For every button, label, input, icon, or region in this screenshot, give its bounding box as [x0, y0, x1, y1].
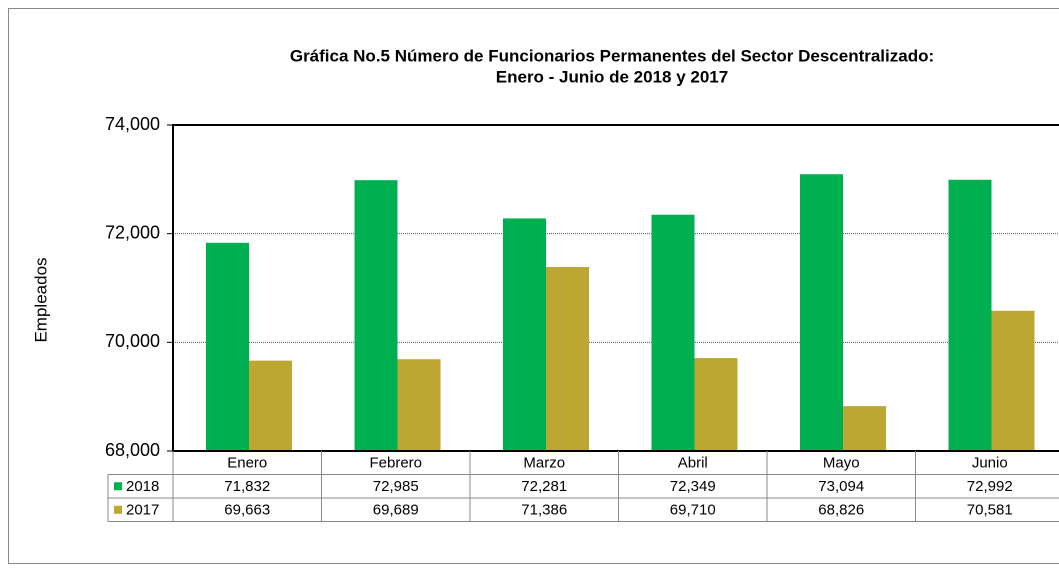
bar — [991, 310, 1035, 451]
x-tick-label: Febrero — [369, 455, 422, 472]
table-value: 69,663 — [224, 502, 270, 519]
y-tick-label: 74,000 — [105, 114, 160, 134]
legend-marker — [114, 505, 122, 514]
bar — [800, 174, 843, 451]
table-value: 72,281 — [521, 478, 567, 495]
x-tick-label: Mayo — [823, 455, 860, 472]
bar — [397, 359, 441, 451]
y-axis-label: Empleados — [31, 257, 50, 342]
y-tick-label: 68,000 — [105, 440, 160, 460]
x-tick-label: Marzo — [523, 455, 565, 472]
legend-label: 2018 — [126, 478, 159, 495]
bar — [206, 242, 249, 451]
table-value: 72,349 — [670, 478, 716, 495]
bar — [651, 214, 695, 451]
table-value: 69,689 — [373, 502, 419, 519]
x-tick-label: Enero — [227, 455, 267, 472]
table-value: 71,832 — [224, 478, 270, 495]
x-tick-label: Abril — [678, 455, 708, 472]
table-value: 68,826 — [818, 502, 864, 519]
bar — [354, 180, 398, 452]
table-value: 70,581 — [967, 502, 1013, 519]
table-value: 69,710 — [670, 502, 716, 519]
bar — [948, 179, 992, 451]
y-tick-label: 72,000 — [105, 222, 160, 242]
bar — [694, 358, 738, 451]
table-value: 72,992 — [967, 478, 1013, 495]
table-value: 71,386 — [521, 502, 567, 519]
table-value: 73,094 — [818, 478, 864, 495]
bar — [546, 267, 589, 451]
y-tick-label: 70,000 — [105, 331, 160, 351]
chart-title: Gráfica No.5 Número de Funcionarios Perm… — [290, 46, 934, 65]
legend-marker — [114, 482, 122, 491]
bar — [843, 406, 886, 451]
chart-title: Enero - Junio de 2018 y 2017 — [496, 67, 728, 86]
bar — [249, 360, 292, 451]
bar — [503, 218, 546, 451]
x-tick-label: Junio — [972, 455, 1008, 472]
table-value: 72,985 — [373, 478, 419, 495]
legend-label: 2017 — [126, 502, 159, 519]
